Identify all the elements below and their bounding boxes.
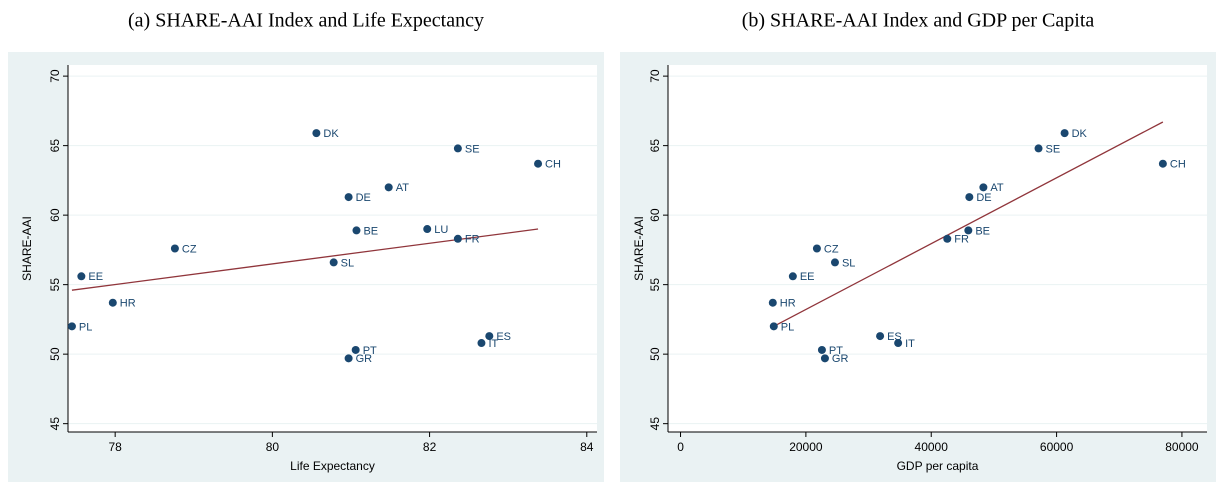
y-tick-label: 55 xyxy=(648,278,662,292)
point-label: HR xyxy=(120,298,136,310)
point xyxy=(788,272,797,281)
point xyxy=(352,226,361,235)
point-label: SE xyxy=(465,143,480,155)
fit-line xyxy=(773,121,1164,327)
point xyxy=(876,332,885,341)
point-label: CZ xyxy=(182,243,197,255)
x-tick-label: 60000 xyxy=(1040,440,1074,454)
x-tick-label: 0 xyxy=(677,440,684,454)
point xyxy=(965,193,974,202)
point xyxy=(344,354,353,363)
point-label: IT xyxy=(488,338,498,350)
point-label: PT xyxy=(363,345,377,357)
y-tick-label: 60 xyxy=(648,208,662,222)
point-label: FR xyxy=(465,234,480,246)
point-label: EE xyxy=(88,271,103,283)
point xyxy=(830,258,839,267)
point-label: IT xyxy=(905,338,915,350)
point-label: SE xyxy=(1046,143,1061,155)
point xyxy=(170,244,179,253)
point-label: FR xyxy=(954,234,969,246)
point xyxy=(67,322,76,331)
y-tick-label: 60 xyxy=(48,208,62,222)
x-tick-label: 20000 xyxy=(789,440,823,454)
y-axis-label: SHARE-AAI xyxy=(632,216,646,281)
point-label: HR xyxy=(780,298,796,310)
point xyxy=(943,234,952,243)
point xyxy=(1034,144,1043,153)
point xyxy=(534,159,543,168)
x-tick-label: 80 xyxy=(266,440,280,454)
plot-area xyxy=(68,65,597,432)
point xyxy=(812,244,821,253)
point xyxy=(1158,159,1167,168)
point xyxy=(1060,129,1069,138)
y-tick-label: 70 xyxy=(48,69,62,83)
point-label: CZ xyxy=(824,243,839,255)
point-label: GR xyxy=(356,353,373,365)
point-label: ES xyxy=(496,331,511,343)
y-tick-label: 65 xyxy=(648,139,662,153)
point-label: PT xyxy=(829,345,843,357)
point-label: BE xyxy=(975,225,990,237)
point-label: SL xyxy=(341,257,354,269)
point-label: PL xyxy=(781,321,794,333)
x-tick-label: 84 xyxy=(580,440,594,454)
point-label: LU xyxy=(434,224,448,236)
chart-title: (a) SHARE-AAI Index and Life Expectancy xyxy=(128,10,484,32)
point xyxy=(453,234,462,243)
point-label: CH xyxy=(1170,159,1186,171)
point xyxy=(769,322,778,331)
point xyxy=(108,298,117,307)
point-label: AT xyxy=(396,182,410,194)
point-label: DE xyxy=(976,192,991,204)
point-label: DK xyxy=(323,128,339,140)
point xyxy=(329,258,338,267)
y-tick-label: 70 xyxy=(648,69,662,83)
point xyxy=(384,183,393,192)
x-tick-label: 40000 xyxy=(915,440,949,454)
point xyxy=(453,144,462,153)
point xyxy=(344,193,353,202)
point xyxy=(485,332,494,341)
point-label: GR xyxy=(832,353,849,365)
point xyxy=(312,129,321,138)
y-tick-label: 65 xyxy=(48,139,62,153)
y-tick-label: 45 xyxy=(48,417,62,431)
y-axis-label: SHARE-AAI xyxy=(20,216,34,281)
point-label: SL xyxy=(842,257,855,269)
x-axis-label: Life Expectancy xyxy=(290,459,375,473)
point xyxy=(964,226,973,235)
y-tick-label: 45 xyxy=(648,417,662,431)
point xyxy=(817,345,826,354)
x-tick-label: 80000 xyxy=(1165,440,1199,454)
point xyxy=(820,354,829,363)
point xyxy=(477,339,486,348)
point-label: DE xyxy=(356,192,371,204)
point xyxy=(979,183,988,192)
point xyxy=(423,225,432,234)
plot-area xyxy=(668,65,1207,432)
chart-title: (b) SHARE-AAI Index and GDP per Capita xyxy=(742,10,1095,32)
point xyxy=(894,339,903,348)
point-label: DK xyxy=(1072,128,1088,140)
point-label: AT xyxy=(990,182,1004,194)
x-axis-label: GDP per capita xyxy=(897,459,979,473)
point-label: PL xyxy=(79,321,92,333)
point xyxy=(77,272,86,281)
point-label: BE xyxy=(363,225,378,237)
point-label: CH xyxy=(545,159,561,171)
y-tick-label: 55 xyxy=(48,278,62,292)
x-tick-label: 82 xyxy=(423,440,437,454)
x-tick-label: 78 xyxy=(108,440,122,454)
y-tick-label: 50 xyxy=(648,347,662,361)
point xyxy=(351,345,360,354)
y-tick-label: 50 xyxy=(48,347,62,361)
point xyxy=(768,298,777,307)
point-label: EE xyxy=(800,271,815,283)
